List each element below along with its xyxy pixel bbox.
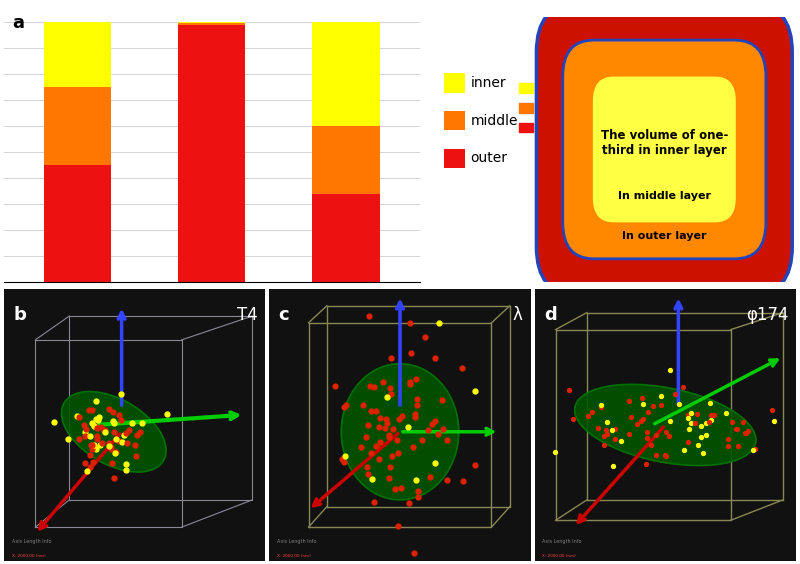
Text: λ: λ <box>513 306 523 324</box>
Text: d: d <box>544 306 557 324</box>
Text: X: 2000.00 (nm): X: 2000.00 (nm) <box>542 554 576 558</box>
Text: middle: middle <box>470 114 518 127</box>
Text: c: c <box>278 306 289 324</box>
Text: a: a <box>12 14 24 32</box>
Text: Axis Length Info: Axis Length Info <box>542 539 582 544</box>
Text: X: 2000.00 (nm): X: 2000.00 (nm) <box>277 554 311 558</box>
Bar <box>178 25 246 282</box>
FancyBboxPatch shape <box>537 3 792 296</box>
Bar <box>44 87 111 165</box>
Bar <box>313 22 379 126</box>
Text: inner: inner <box>470 76 506 90</box>
Bar <box>44 22 111 87</box>
Text: Axis Length Info: Axis Length Info <box>277 539 317 544</box>
FancyBboxPatch shape <box>562 40 766 259</box>
Bar <box>44 165 111 282</box>
FancyBboxPatch shape <box>444 148 465 168</box>
Text: T4: T4 <box>237 306 258 324</box>
FancyBboxPatch shape <box>444 111 465 130</box>
Text: Axis Length Info: Axis Length Info <box>12 539 51 544</box>
Text: X: 2000.00 (nm): X: 2000.00 (nm) <box>12 554 46 558</box>
Text: In middle layer: In middle layer <box>618 191 711 201</box>
Bar <box>178 22 246 24</box>
Text: In outer layer: In outer layer <box>622 231 706 241</box>
Bar <box>313 126 379 193</box>
FancyBboxPatch shape <box>444 73 465 93</box>
Ellipse shape <box>574 384 756 466</box>
Text: φ174: φ174 <box>746 306 788 324</box>
Bar <box>178 24 246 25</box>
Text: The volume of one-
third in inner layer: The volume of one- third in inner layer <box>601 129 728 157</box>
Text: b: b <box>13 306 26 324</box>
FancyBboxPatch shape <box>593 77 736 222</box>
Ellipse shape <box>341 364 459 500</box>
Bar <box>313 193 379 282</box>
Ellipse shape <box>62 391 166 472</box>
Text: outer: outer <box>470 151 507 165</box>
Legend: inner, middle, outer: inner, middle, outer <box>519 82 587 135</box>
